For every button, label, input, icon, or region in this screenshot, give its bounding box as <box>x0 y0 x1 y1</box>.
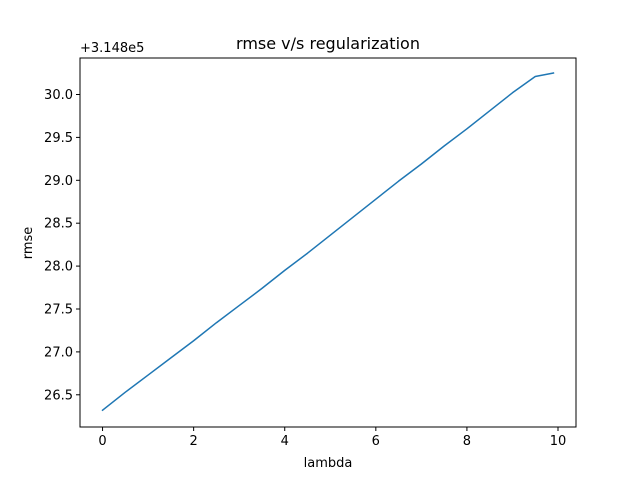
y-tick-label: 28.5 <box>44 217 73 232</box>
x-tick-label: 8 <box>463 434 471 449</box>
x-tick-label: 0 <box>98 434 106 449</box>
plot-data <box>101 72 555 412</box>
y-tick-label: 26.5 <box>44 388 73 403</box>
y-axis-offset-label: +3.148e5 <box>80 41 144 56</box>
x-tick-label: 2 <box>189 434 197 449</box>
y-tick-label: 27.0 <box>44 345 73 360</box>
chart-title: rmse v/s regularization <box>236 34 420 53</box>
series-line-0 <box>101 72 555 412</box>
y-tick-label: 29.0 <box>44 174 73 189</box>
x-tick-label: 10 <box>550 434 567 449</box>
y-axis-title: rmse <box>21 227 36 260</box>
plot-frame <box>79 57 577 428</box>
x-tick-label: 6 <box>372 434 380 449</box>
x-tick-label: 4 <box>281 434 289 449</box>
axis-ticks: 0 2 4 6 8 10 26.5 27.0 27.5 28.0 28.5 29.0 29.5 30.0 <box>44 88 566 449</box>
y-tick-label: 29.5 <box>44 131 73 146</box>
x-axis-title: lambda <box>304 456 353 471</box>
y-tick-label: 28.0 <box>44 260 73 275</box>
y-tick-label: 27.5 <box>44 302 73 317</box>
y-tick-label: 30.0 <box>44 88 73 103</box>
